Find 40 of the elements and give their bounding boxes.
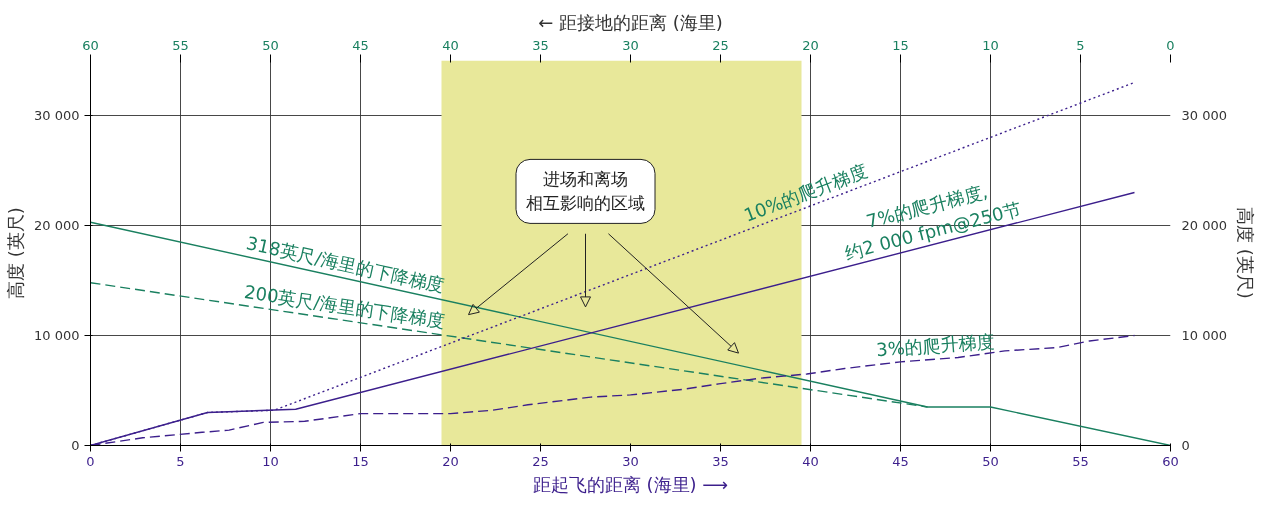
x-tick-label: 25 — [532, 453, 549, 469]
y2-tick-label: 20 000 — [1181, 218, 1227, 233]
x-tick-label: 5 — [176, 453, 185, 469]
y-tick-label: 0 — [71, 438, 80, 453]
x-tick-label: 10 — [262, 453, 279, 469]
x2-tick-label: 45 — [352, 37, 369, 53]
x2-tick-label: 10 — [982, 37, 999, 53]
y-tick-label: 30 000 — [34, 108, 80, 123]
x-tick-label: 50 — [982, 453, 999, 469]
x2-tick-label: 40 — [442, 37, 459, 53]
x-tick-label: 40 — [802, 453, 819, 469]
band-label: 进场和离场相互影响的区域 — [526, 169, 645, 214]
x2-tick-label: 20 — [802, 37, 819, 53]
x2-tick-label: 0 — [1166, 37, 1175, 53]
y2-axis-title: 高度 (英尺) — [1234, 207, 1256, 299]
x-tick-label: 35 — [712, 453, 729, 469]
x-tick-label: 60 — [1162, 453, 1179, 469]
y2-tick-label: 30 000 — [1181, 108, 1227, 123]
x2-tick-label: 35 — [532, 37, 549, 53]
series-label: 3%的爬升梯度 — [875, 330, 996, 361]
x-tick-label: 55 — [1072, 453, 1089, 469]
y-axis-title: 高度 (英尺) — [5, 207, 27, 299]
y-tick-label: 20 000 — [34, 218, 80, 233]
y-tick-label: 10 000 — [34, 328, 80, 343]
x2-tick-label: 30 — [622, 37, 639, 53]
x2-tick-label: 50 — [262, 37, 279, 53]
x2-tick-label: 55 — [172, 37, 189, 53]
x2-axis-title: ← 距接地的距离 (海里) — [538, 11, 723, 33]
x-tick-label: 15 — [352, 453, 369, 469]
x2-tick-label: 60 — [82, 37, 99, 53]
x-axis-title: 距起飞的距离 (海里) ⟶ — [532, 473, 729, 495]
x-tick-label: 20 — [442, 453, 459, 469]
x-tick-label: 45 — [892, 453, 909, 469]
y2-tick-label: 0 — [1181, 438, 1190, 453]
x-tick-label: 0 — [86, 453, 95, 469]
x2-tick-label: 15 — [892, 37, 909, 53]
x-tick-label: 30 — [622, 453, 639, 469]
x2-tick-label: 25 — [712, 37, 729, 53]
y2-tick-label: 10 000 — [1181, 328, 1227, 343]
x2-tick-label: 5 — [1076, 37, 1085, 53]
